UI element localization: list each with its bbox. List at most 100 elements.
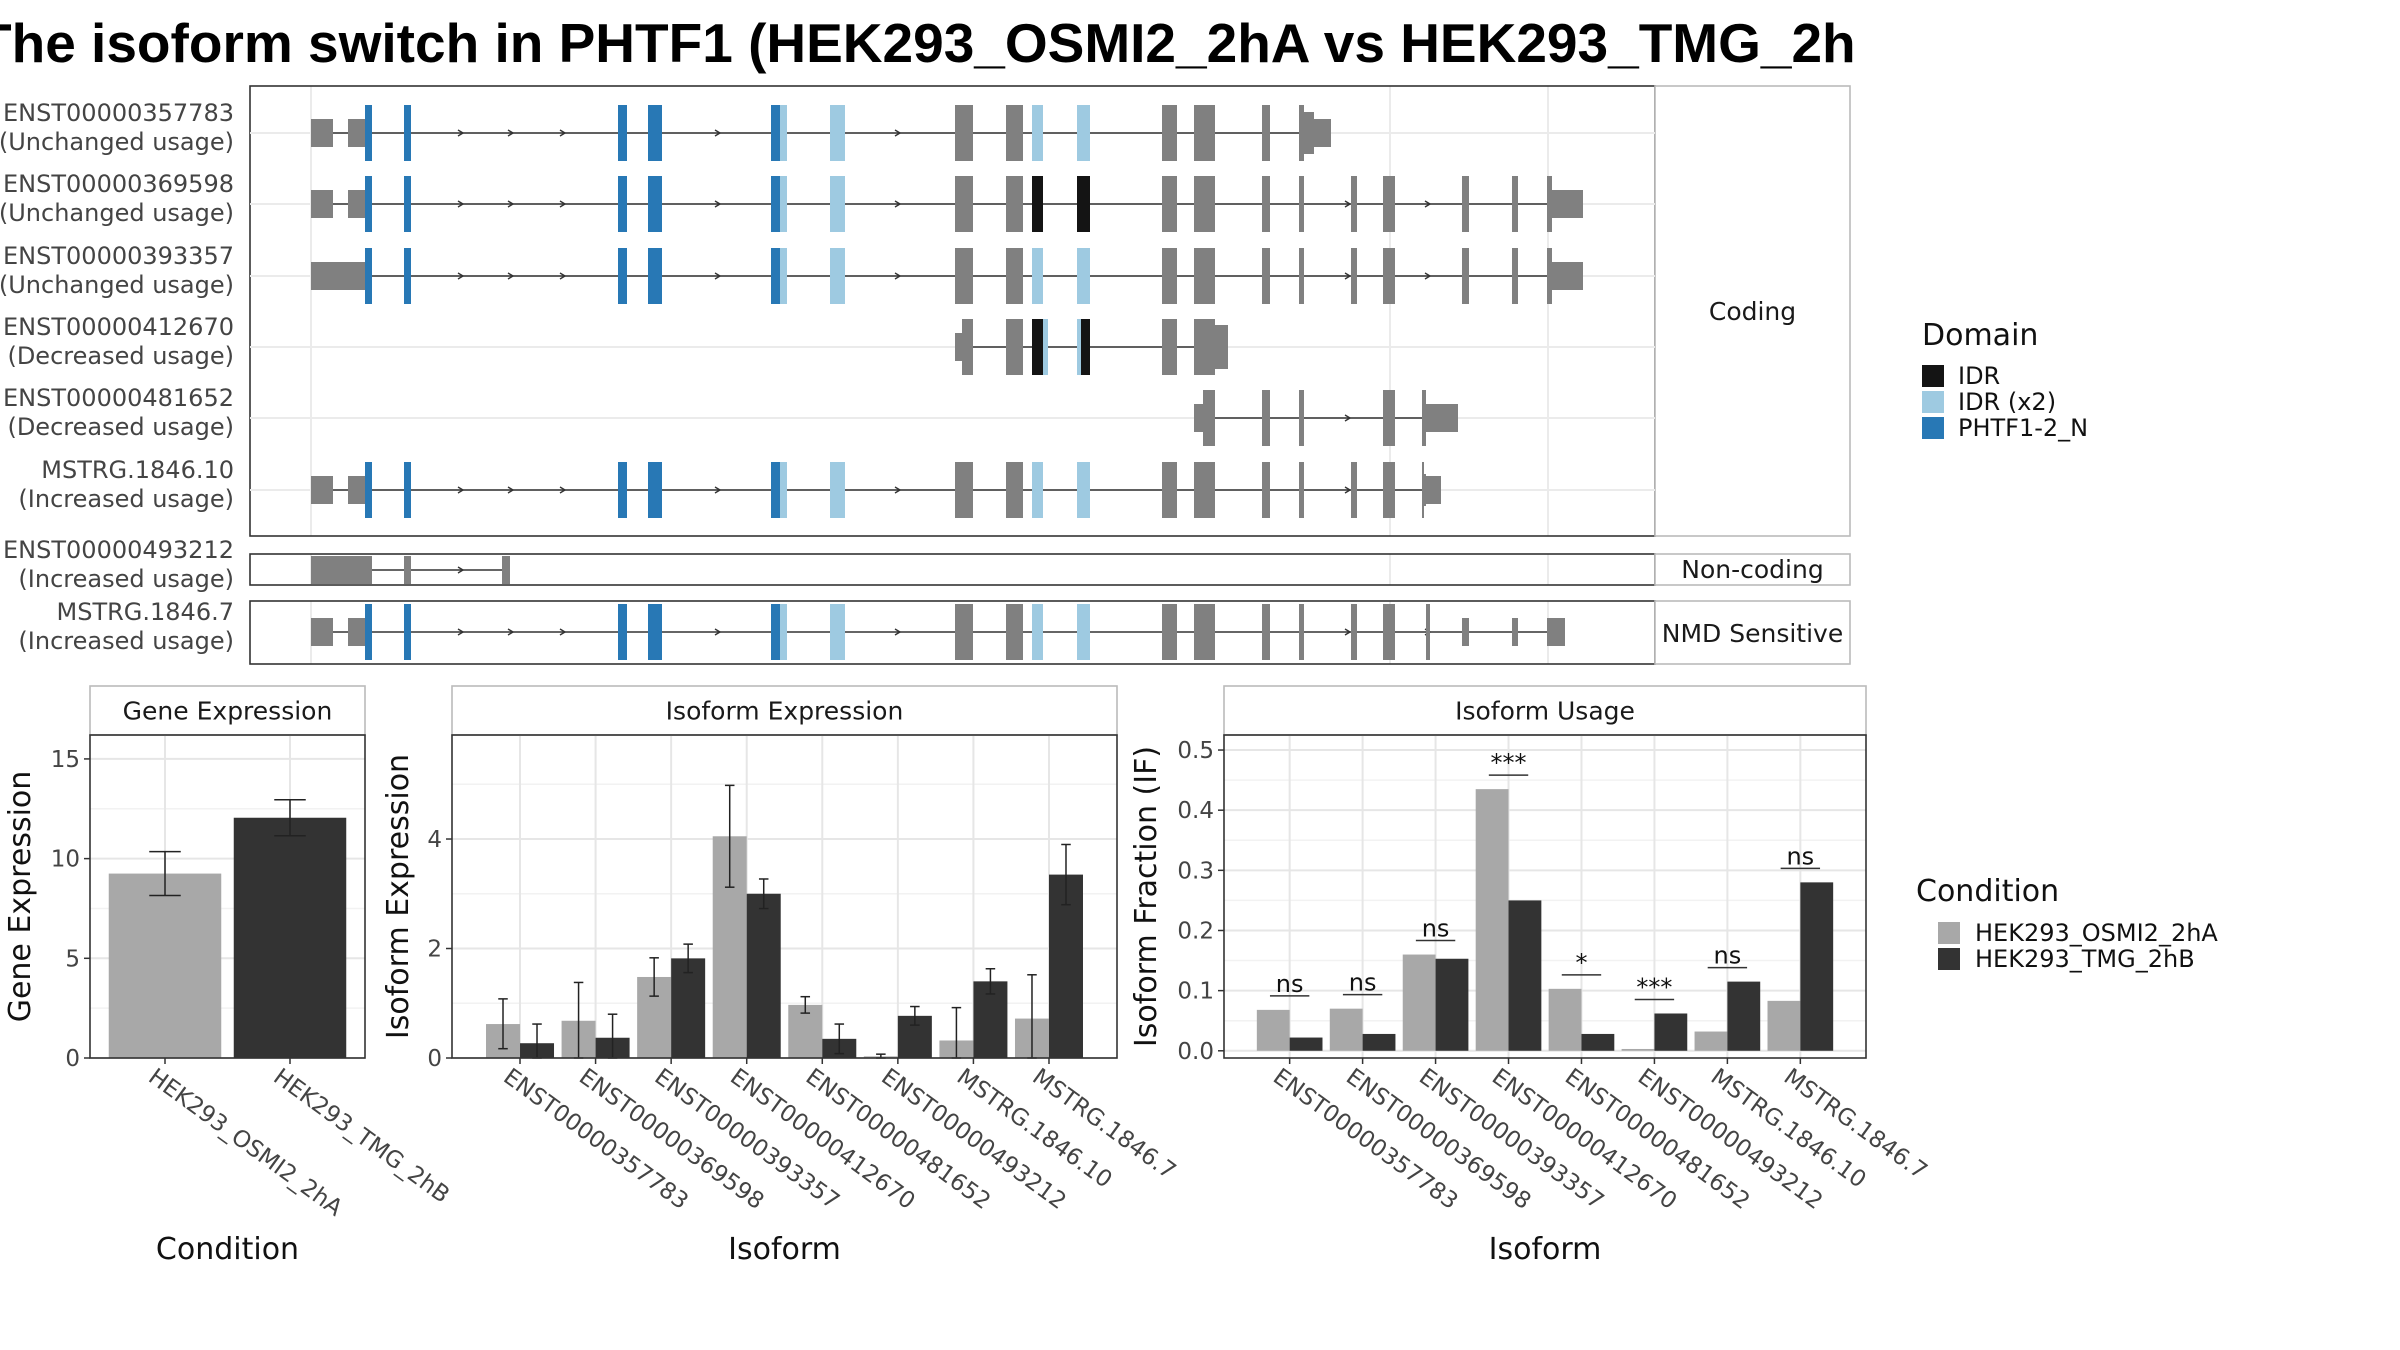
strand-arrow: [714, 129, 722, 137]
exon: [1162, 176, 1177, 232]
exon: [771, 248, 780, 304]
structure-panel-non-coding: Non-coding: [249, 553, 1851, 586]
x-axis-title: Condition: [156, 1232, 299, 1267]
y-tick-label: 0.5: [1177, 738, 1214, 764]
exon: [1351, 462, 1357, 518]
exon: [1422, 390, 1426, 446]
exon: [1077, 105, 1081, 161]
y-tick-label: 10: [51, 847, 80, 873]
y-axis-title: Isoform Fraction (IF): [1129, 746, 1164, 1047]
y-tick-label: 2: [427, 937, 442, 963]
bar: [1329, 1008, 1363, 1051]
isoform-usage-label: (Decreased usage): [7, 342, 234, 370]
exon: [1194, 604, 1215, 660]
exon: [365, 105, 372, 161]
y-tick-label: 0.4: [1177, 798, 1214, 824]
exon: [1006, 105, 1023, 161]
significance-label: ***: [1491, 749, 1527, 777]
bar: [1800, 882, 1834, 1051]
y-tick-label: 0.3: [1177, 858, 1214, 884]
exon: [1383, 390, 1395, 446]
exon: [780, 462, 787, 518]
exon: [955, 333, 962, 361]
bar: [233, 817, 347, 1058]
y-axis-title: Gene Expression: [3, 771, 38, 1023]
exon: [1006, 462, 1023, 518]
legend-swatch-IDR: [1922, 365, 1944, 387]
isoform-id-label: ENST00000493212: [3, 536, 234, 564]
strand-arrow: [1344, 200, 1352, 208]
exon: [955, 176, 973, 232]
exon: [1299, 462, 1304, 518]
exon: [1299, 390, 1304, 446]
strand-arrow: [457, 566, 465, 574]
exon: [1426, 476, 1441, 504]
exon: [1203, 390, 1215, 446]
strand-arrow: [507, 272, 515, 280]
exon: [771, 462, 780, 518]
exon: [780, 604, 787, 660]
isoform-usage-label: (Increased usage): [18, 565, 234, 593]
exon: [1215, 325, 1228, 369]
exon: [1300, 112, 1314, 154]
significance-label: ns: [1349, 969, 1377, 997]
isoform-MSTRG.1846.10: MSTRG.1846.10(Increased usage): [18, 456, 1441, 518]
exon: [830, 604, 845, 660]
bar: [1475, 789, 1509, 1051]
panel-border: [451, 734, 1118, 1059]
exon: [618, 176, 627, 232]
exon: [1043, 319, 1048, 375]
exon: [1081, 319, 1090, 375]
significance-label: *: [1575, 949, 1587, 977]
exon: [1194, 176, 1215, 232]
y-tick-label: 15: [51, 747, 80, 773]
exon: [648, 248, 662, 304]
exon: [311, 190, 333, 218]
bar: [1654, 1013, 1688, 1051]
x-axis-title: Isoform: [1489, 1232, 1602, 1267]
exon: [648, 176, 662, 232]
exon: [1006, 319, 1023, 375]
isoform-ENST00000369598: ENST00000369598(Unchanged usage): [0, 170, 1583, 232]
strand-arrow: [1344, 414, 1352, 422]
isoform-id-label: ENST00000412670: [3, 313, 234, 341]
exon: [962, 319, 973, 375]
bar: [108, 873, 222, 1058]
exon: [771, 604, 780, 660]
exon: [404, 556, 411, 584]
exon: [1077, 176, 1081, 232]
isoform-id-label: MSTRG.1846.7: [57, 598, 234, 626]
strand-arrow: [1424, 272, 1432, 280]
strip-label: Coding: [1709, 297, 1796, 326]
exon: [1077, 604, 1081, 660]
exon: [1194, 105, 1215, 161]
y-tick-label: 4: [427, 827, 442, 853]
isoform-id-label: ENST00000357783: [3, 99, 234, 127]
strand-arrow: [457, 486, 465, 494]
isoform-usage-label: (Decreased usage): [7, 413, 234, 441]
exon: [1422, 474, 1426, 506]
isoform-usage-label: (Increased usage): [18, 627, 234, 655]
exon: [830, 462, 845, 518]
exon: [1032, 248, 1043, 304]
exon: [365, 462, 372, 518]
condition-legend-title: Condition: [1916, 874, 2059, 909]
exon: [1077, 462, 1081, 518]
bar: [1727, 981, 1761, 1051]
legend-label-PHTF1_2_N: PHTF1-2_N: [1958, 414, 2088, 442]
legend-label-condition: HEK293_TMG_2hB: [1975, 945, 2195, 973]
strand-arrow: [714, 486, 722, 494]
exon: [1462, 248, 1469, 304]
exon: [1262, 604, 1270, 660]
exon: [1194, 319, 1215, 375]
exon: [648, 462, 662, 518]
y-tick-label: 5: [65, 946, 80, 972]
exon: [1162, 105, 1177, 161]
exon: [1299, 604, 1304, 660]
significance-label: ns: [1276, 970, 1304, 998]
strand-arrow: [507, 628, 515, 636]
exon: [1081, 462, 1090, 518]
exon: [404, 462, 411, 518]
